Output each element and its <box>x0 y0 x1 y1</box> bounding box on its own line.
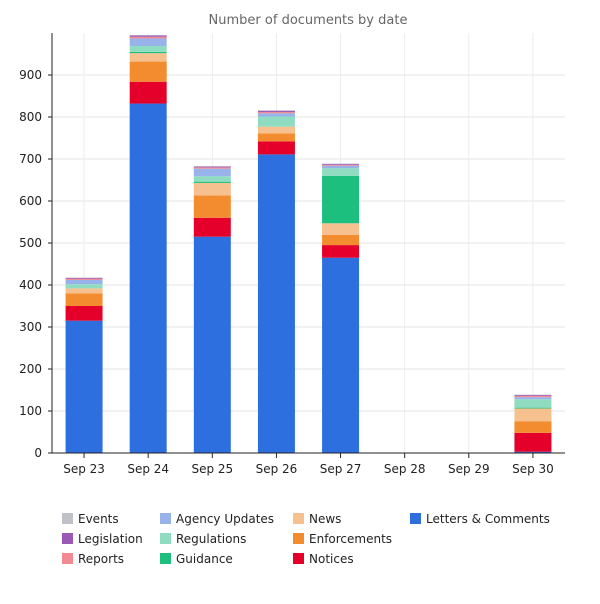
y-tick-label: 200 <box>19 362 42 376</box>
bar-segment <box>194 183 231 196</box>
bar-segment <box>322 166 359 169</box>
legend-swatch <box>293 513 304 524</box>
legend-swatch <box>293 553 304 564</box>
bar-segment <box>514 408 551 421</box>
legend-label: Agency Updates <box>176 512 274 526</box>
legend-label: Notices <box>309 552 354 566</box>
legend-swatch <box>62 513 73 524</box>
bar-segment <box>322 223 359 235</box>
bar-segment <box>514 395 551 396</box>
legend-label: Legislation <box>78 532 143 546</box>
bar-segment <box>130 38 167 46</box>
x-tick-label: Sep 24 <box>127 462 169 476</box>
bar-segment <box>258 154 295 453</box>
bar-segment <box>322 164 359 165</box>
x-tick-label: Sep 28 <box>384 462 426 476</box>
x-tick-label: Sep 26 <box>256 462 298 476</box>
bar-segment <box>194 169 231 177</box>
y-tick-label: 600 <box>19 194 42 208</box>
y-tick-label: 400 <box>19 278 42 292</box>
bar-segment <box>194 167 231 168</box>
chart-title: Number of documents by date <box>209 13 408 28</box>
bar-segment <box>66 321 103 453</box>
legend: Events Legislation Reports Agency Updates Re… <box>62 512 550 566</box>
bar-segment <box>258 141 295 154</box>
legend-swatch <box>160 533 171 544</box>
bar-segment <box>130 46 167 52</box>
bar-segment <box>258 112 295 113</box>
x-tick-label: Sep 29 <box>448 462 490 476</box>
bar-segment <box>322 165 359 166</box>
bar-segment <box>514 399 551 407</box>
bar-segment <box>322 168 359 176</box>
grid <box>52 33 565 453</box>
y-tick-label: 500 <box>19 236 42 250</box>
bar-segment <box>514 433 551 452</box>
x-tick-label: Sep 27 <box>320 462 362 476</box>
legend-swatch <box>410 513 421 524</box>
bar-segment <box>130 62 167 82</box>
bar-segment <box>194 167 231 168</box>
bar-segment <box>66 288 103 293</box>
bar-segment <box>514 397 551 399</box>
bar-segment <box>258 117 295 127</box>
y-tick-label: 0 <box>34 446 42 460</box>
bar-segment <box>66 306 103 321</box>
bar-segment <box>514 408 551 409</box>
x-tick-label: Sep 23 <box>63 462 105 476</box>
bar-segment <box>322 235 359 245</box>
bar-segment <box>194 176 231 181</box>
bar-segment <box>130 53 167 61</box>
bar-segment <box>322 176 359 223</box>
bar-segment <box>194 196 231 218</box>
legend-swatch <box>293 533 304 544</box>
bar-segment <box>258 133 295 141</box>
bar-segment <box>130 37 167 39</box>
legend-label: Regulations <box>176 532 246 546</box>
bar-segment <box>258 113 295 116</box>
bar-segment <box>130 82 167 104</box>
bar-segment <box>194 182 231 183</box>
bar-segment <box>194 237 231 453</box>
legend-label: Events <box>78 512 119 526</box>
y-tick-label: 900 <box>19 68 42 82</box>
bar-segment <box>322 258 359 453</box>
y-tick-label: 800 <box>19 110 42 124</box>
legend-label: Guidance <box>176 552 233 566</box>
bar-segment <box>322 245 359 258</box>
legend-label: News <box>309 512 341 526</box>
bar-segment <box>66 278 103 279</box>
x-tick-label: Sep 30 <box>512 462 554 476</box>
bar-segment <box>514 396 551 397</box>
x-tick-label: Sep 25 <box>191 462 233 476</box>
bar-segment <box>66 293 103 306</box>
bar-segment <box>130 52 167 53</box>
legend-swatch <box>160 513 171 524</box>
bar-segment <box>258 127 295 134</box>
bar-segment <box>258 111 295 112</box>
bar-segment <box>194 218 231 237</box>
bars <box>66 35 552 453</box>
y-tick-label: 100 <box>19 404 42 418</box>
legend-label: Enforcements <box>309 532 392 546</box>
bar-segment <box>130 36 167 37</box>
bar-segment <box>66 284 103 288</box>
bar-segment <box>514 422 551 433</box>
bar-segment <box>130 104 167 453</box>
bar-segment <box>66 279 103 280</box>
y-tick-label: 300 <box>19 320 42 334</box>
legend-swatch <box>160 553 171 564</box>
legend-swatch <box>62 553 73 564</box>
legend-label: Letters & Comments <box>426 512 550 526</box>
legend-swatch <box>62 533 73 544</box>
bar-segment <box>66 280 103 284</box>
legend-label: Reports <box>78 552 124 566</box>
y-tick-label: 700 <box>19 152 42 166</box>
